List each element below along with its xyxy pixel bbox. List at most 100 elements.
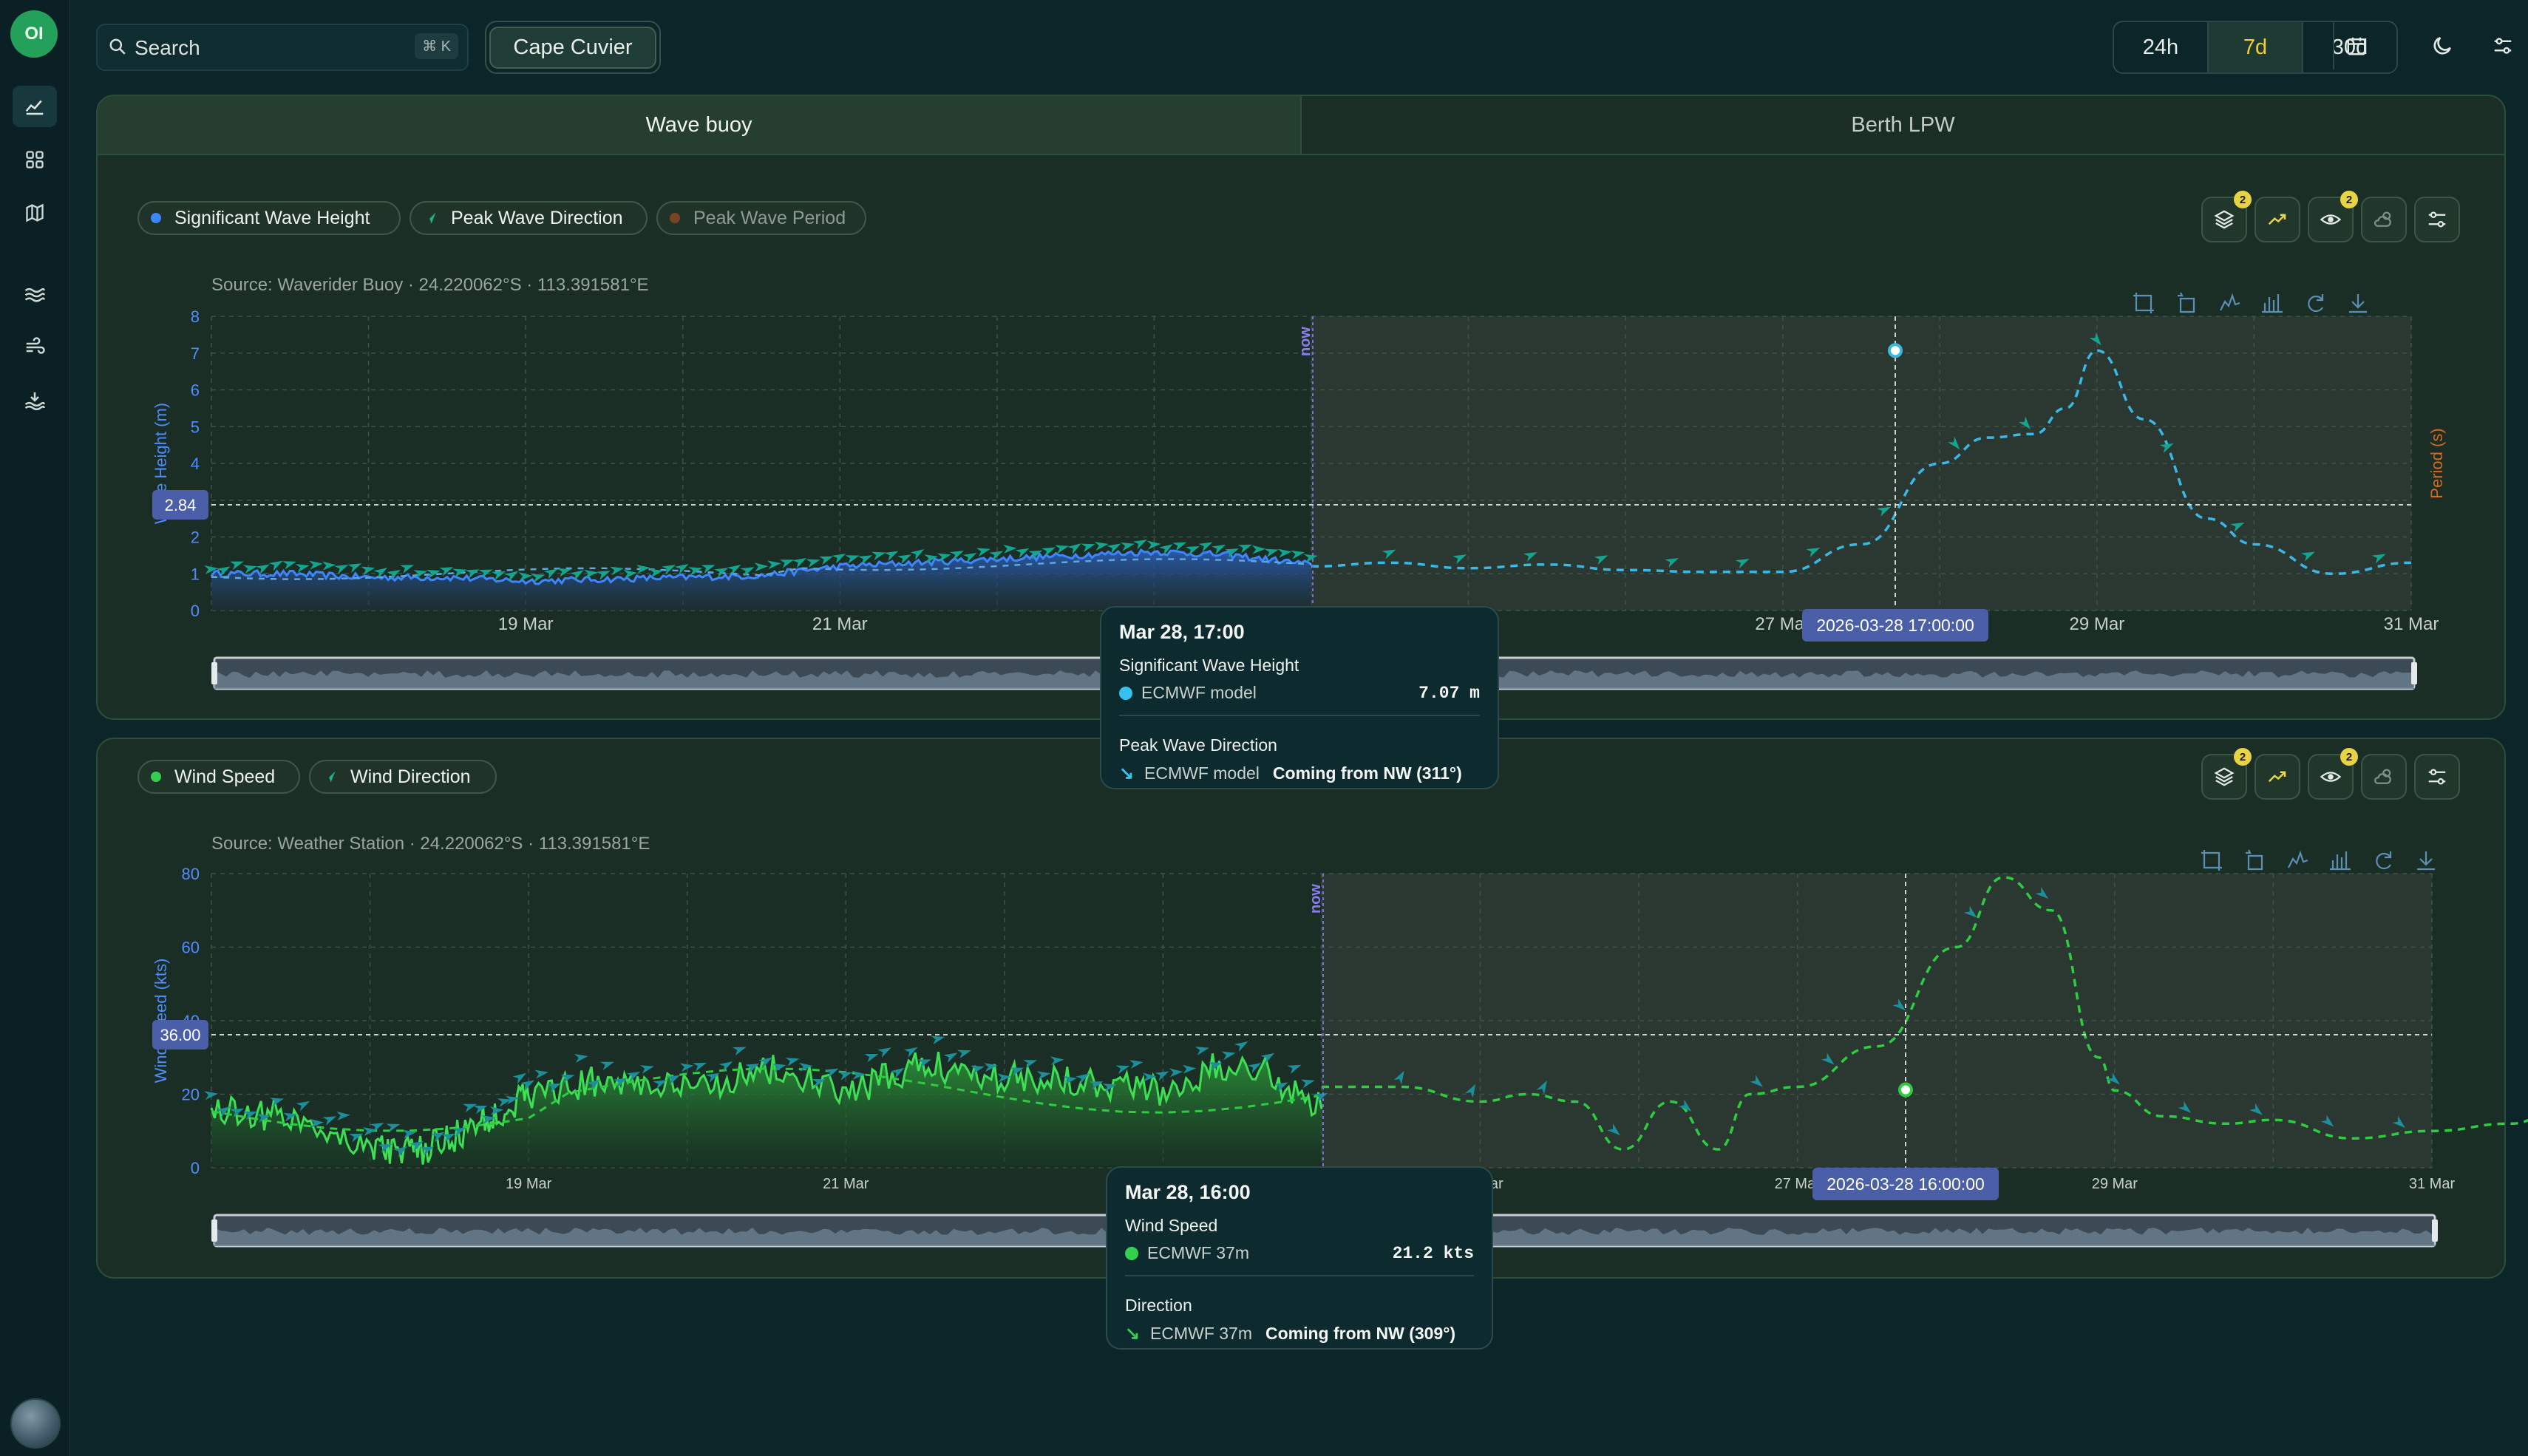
direction-arrow: [767, 560, 781, 570]
y-tick-label: 0: [191, 602, 200, 620]
legend-wind-direction[interactable]: Wind Direction: [309, 760, 497, 794]
download-icon[interactable]: [2417, 851, 2435, 871]
weather-button[interactable]: [2361, 197, 2407, 242]
direction-arrow: [243, 1111, 258, 1120]
tooltip-series-name: ECMWF 37m: [1150, 1324, 1252, 1343]
trend-button[interactable]: [2255, 197, 2300, 242]
direction-arrow: [984, 1063, 998, 1072]
now-label: now: [1308, 884, 1324, 914]
zoom-reset-icon[interactable]: [2178, 292, 2195, 313]
layers-button[interactable]: 2: [2201, 191, 2252, 242]
visibility-button[interactable]: 2: [2308, 748, 2358, 800]
theme-toggle-button[interactable]: [2420, 24, 2464, 68]
chart-settings-button[interactable]: [2414, 754, 2460, 800]
sidebar-item-map[interactable]: [13, 192, 57, 234]
direction-arrow: [1247, 1062, 1262, 1074]
sidebar-item-wind[interactable]: [13, 327, 57, 368]
forecast-direction-arrow: [2249, 1103, 2263, 1115]
direction-arrow: [653, 1080, 667, 1090]
direction-arrow: [1212, 544, 1226, 555]
direction-arrow: [693, 1062, 707, 1072]
location-selector[interactable]: Cape Cuvier: [485, 21, 661, 74]
trend-button[interactable]: [2255, 754, 2300, 800]
tooltip-value: Coming from NW (311°): [1272, 763, 1462, 783]
range-7d[interactable]: 7d: [2209, 22, 2303, 72]
direction-arrow: [679, 1063, 694, 1072]
direction-arrow-icon: [324, 771, 336, 783]
direction-arrow: [430, 1132, 445, 1143]
direction-arrow: [1172, 542, 1187, 551]
search-input[interactable]: Search ⌘ K: [96, 24, 469, 71]
legend-peak-wave-period[interactable]: Peak Wave Period: [656, 201, 866, 235]
icon-stroke: [2220, 293, 2240, 311]
forecast-direction-arrow: [1393, 1070, 1404, 1085]
tooltip-section-label: Wind Speed: [1125, 1216, 1218, 1235]
forecast-direction-arrow: [1594, 555, 1608, 565]
line-chart-icon[interactable]: [2288, 850, 2308, 868]
sidebar: OI: [0, 0, 70, 1456]
app-logo[interactable]: OI: [10, 10, 58, 58]
legend-significant-wave-height[interactable]: Significant Wave Height: [137, 201, 401, 235]
direction-arrow: [1195, 1047, 1209, 1055]
download-icon[interactable]: [2349, 294, 2367, 313]
x-tick-label: 29 Mar: [2092, 1176, 2138, 1192]
direction-arrow: [957, 1050, 971, 1059]
direction-arrow: [295, 564, 310, 573]
icon-stroke: [2349, 294, 2367, 313]
range-slider-handle-left: [211, 1219, 217, 1242]
direction-arrow: [1120, 542, 1135, 551]
bar-chart-icon[interactable]: [2262, 294, 2283, 313]
dashboard-icon: [25, 100, 44, 115]
cloud-sun-icon: [2374, 769, 2391, 784]
range-24h[interactable]: 24h: [2114, 22, 2209, 72]
refresh-icon[interactable]: [2376, 851, 2392, 870]
legend-peak-wave-direction[interactable]: Peak Wave Direction: [410, 201, 648, 235]
refresh-icon[interactable]: [2308, 294, 2324, 313]
direction-arrow: [505, 1095, 520, 1105]
sidebar-item-dashboard[interactable]: [13, 86, 57, 127]
sidebar-item-widgets[interactable]: [13, 139, 57, 180]
direction-arrow: [534, 1069, 548, 1079]
weather-button[interactable]: [2361, 754, 2407, 800]
direction-arrow: [1055, 545, 1070, 554]
zoom-icon[interactable]: [2133, 293, 2154, 313]
user-avatar[interactable]: [10, 1398, 61, 1449]
direction-arrow: [402, 1129, 417, 1139]
chart-settings-button[interactable]: [2414, 197, 2460, 242]
direction-arrow: [812, 1078, 826, 1088]
calendar-button[interactable]: [2333, 22, 2379, 69]
y-tick-label: 7: [191, 344, 200, 363]
layers-button[interactable]: 2: [2201, 748, 2252, 800]
tooltip-value: Coming from NW (309°): [1265, 1324, 1456, 1343]
bar-chart-icon[interactable]: [2330, 851, 2351, 871]
tooltip-section-label: Peak Wave Direction: [1119, 735, 1277, 755]
settings-button[interactable]: [2481, 24, 2525, 68]
zoom-icon[interactable]: [2201, 850, 2222, 871]
sidebar-item-tide[interactable]: [13, 380, 57, 421]
direction-arrow: [1094, 542, 1109, 551]
direction-arrow: [489, 1106, 504, 1115]
direction-arrow: [1063, 1075, 1078, 1085]
direction-arrow: [890, 1067, 905, 1079]
forecast-direction-arrow: [1465, 1084, 1476, 1098]
zoom-reset-icon[interactable]: [2246, 849, 2263, 871]
legend-label: Wind Speed: [174, 766, 276, 787]
y-tick-label: 60: [182, 939, 200, 957]
direction-arrow: [714, 568, 729, 578]
direction-arrow: [370, 1123, 384, 1133]
sidebar-item-waves[interactable]: [13, 273, 57, 315]
direction-arrow: [910, 549, 925, 560]
forecast-direction-arrow: [1607, 1123, 1620, 1136]
direction-arrow: [560, 1074, 575, 1084]
tab-wave-buoy[interactable]: Wave buoy: [98, 96, 1302, 154]
visibility-button[interactable]: 2: [2308, 191, 2358, 242]
direction-arrow: [732, 1047, 747, 1056]
direction-arrow: [662, 565, 676, 575]
legend-wind-speed[interactable]: Wind Speed: [137, 760, 300, 794]
line-chart-icon[interactable]: [2220, 293, 2240, 311]
direction-arrow: [452, 1127, 466, 1137]
tab-berth-lpw[interactable]: Berth LPW: [1851, 112, 1955, 137]
forecast-series-line: [1321, 876, 2528, 1151]
direction-arrow: [1003, 544, 1017, 554]
